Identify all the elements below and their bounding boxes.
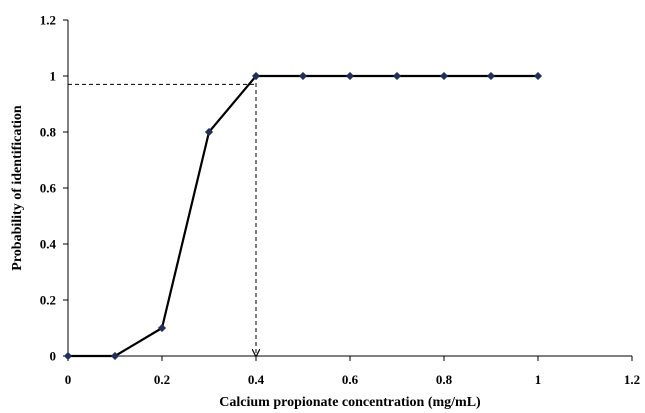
- y-axis-title: Probability of identification: [10, 105, 25, 271]
- x-tick-label: 0.4: [248, 372, 265, 387]
- x-tick-label: 1: [535, 372, 542, 387]
- y-tick-label: 0: [50, 349, 57, 364]
- x-tick-label: 0.6: [342, 372, 359, 387]
- y-tick-label: 0.6: [40, 181, 57, 196]
- y-tick-label: 1: [50, 69, 57, 84]
- x-tick-label: 1.2: [624, 372, 640, 387]
- x-ticks: 0 0.2 0.4 0.6 0.8 1 1.2: [65, 356, 640, 387]
- x-tick-label: 0.8: [436, 372, 453, 387]
- data-point-marker: [204, 127, 214, 137]
- x-tick-label: 0.2: [154, 372, 170, 387]
- data-point-marker: [110, 351, 120, 361]
- data-point-marker: [63, 351, 73, 361]
- data-point-marker: [157, 323, 167, 333]
- y-tick-label: 0.8: [40, 125, 57, 140]
- guide-lines: [68, 76, 256, 356]
- y-tick-label: 0.4: [40, 237, 57, 252]
- data-point-marker: [345, 71, 355, 81]
- data-point-marker: [439, 71, 449, 81]
- series: [63, 71, 543, 361]
- series-line: [68, 74, 538, 358]
- x-axis-title: Calcium propionate concentration (mg/mL): [219, 395, 481, 410]
- data-point-marker: [486, 71, 496, 81]
- y-tick-label: 1.2: [40, 13, 56, 28]
- x-tick-label: 0: [65, 372, 72, 387]
- data-point-marker: [251, 71, 261, 81]
- y-tick-label: 0.2: [40, 293, 56, 308]
- data-point-marker: [533, 71, 543, 81]
- data-point-marker: [298, 71, 308, 81]
- data-point-marker: [392, 71, 402, 81]
- y-ticks: 0 0.2 0.4 0.6 0.8 1 1.2: [40, 13, 68, 364]
